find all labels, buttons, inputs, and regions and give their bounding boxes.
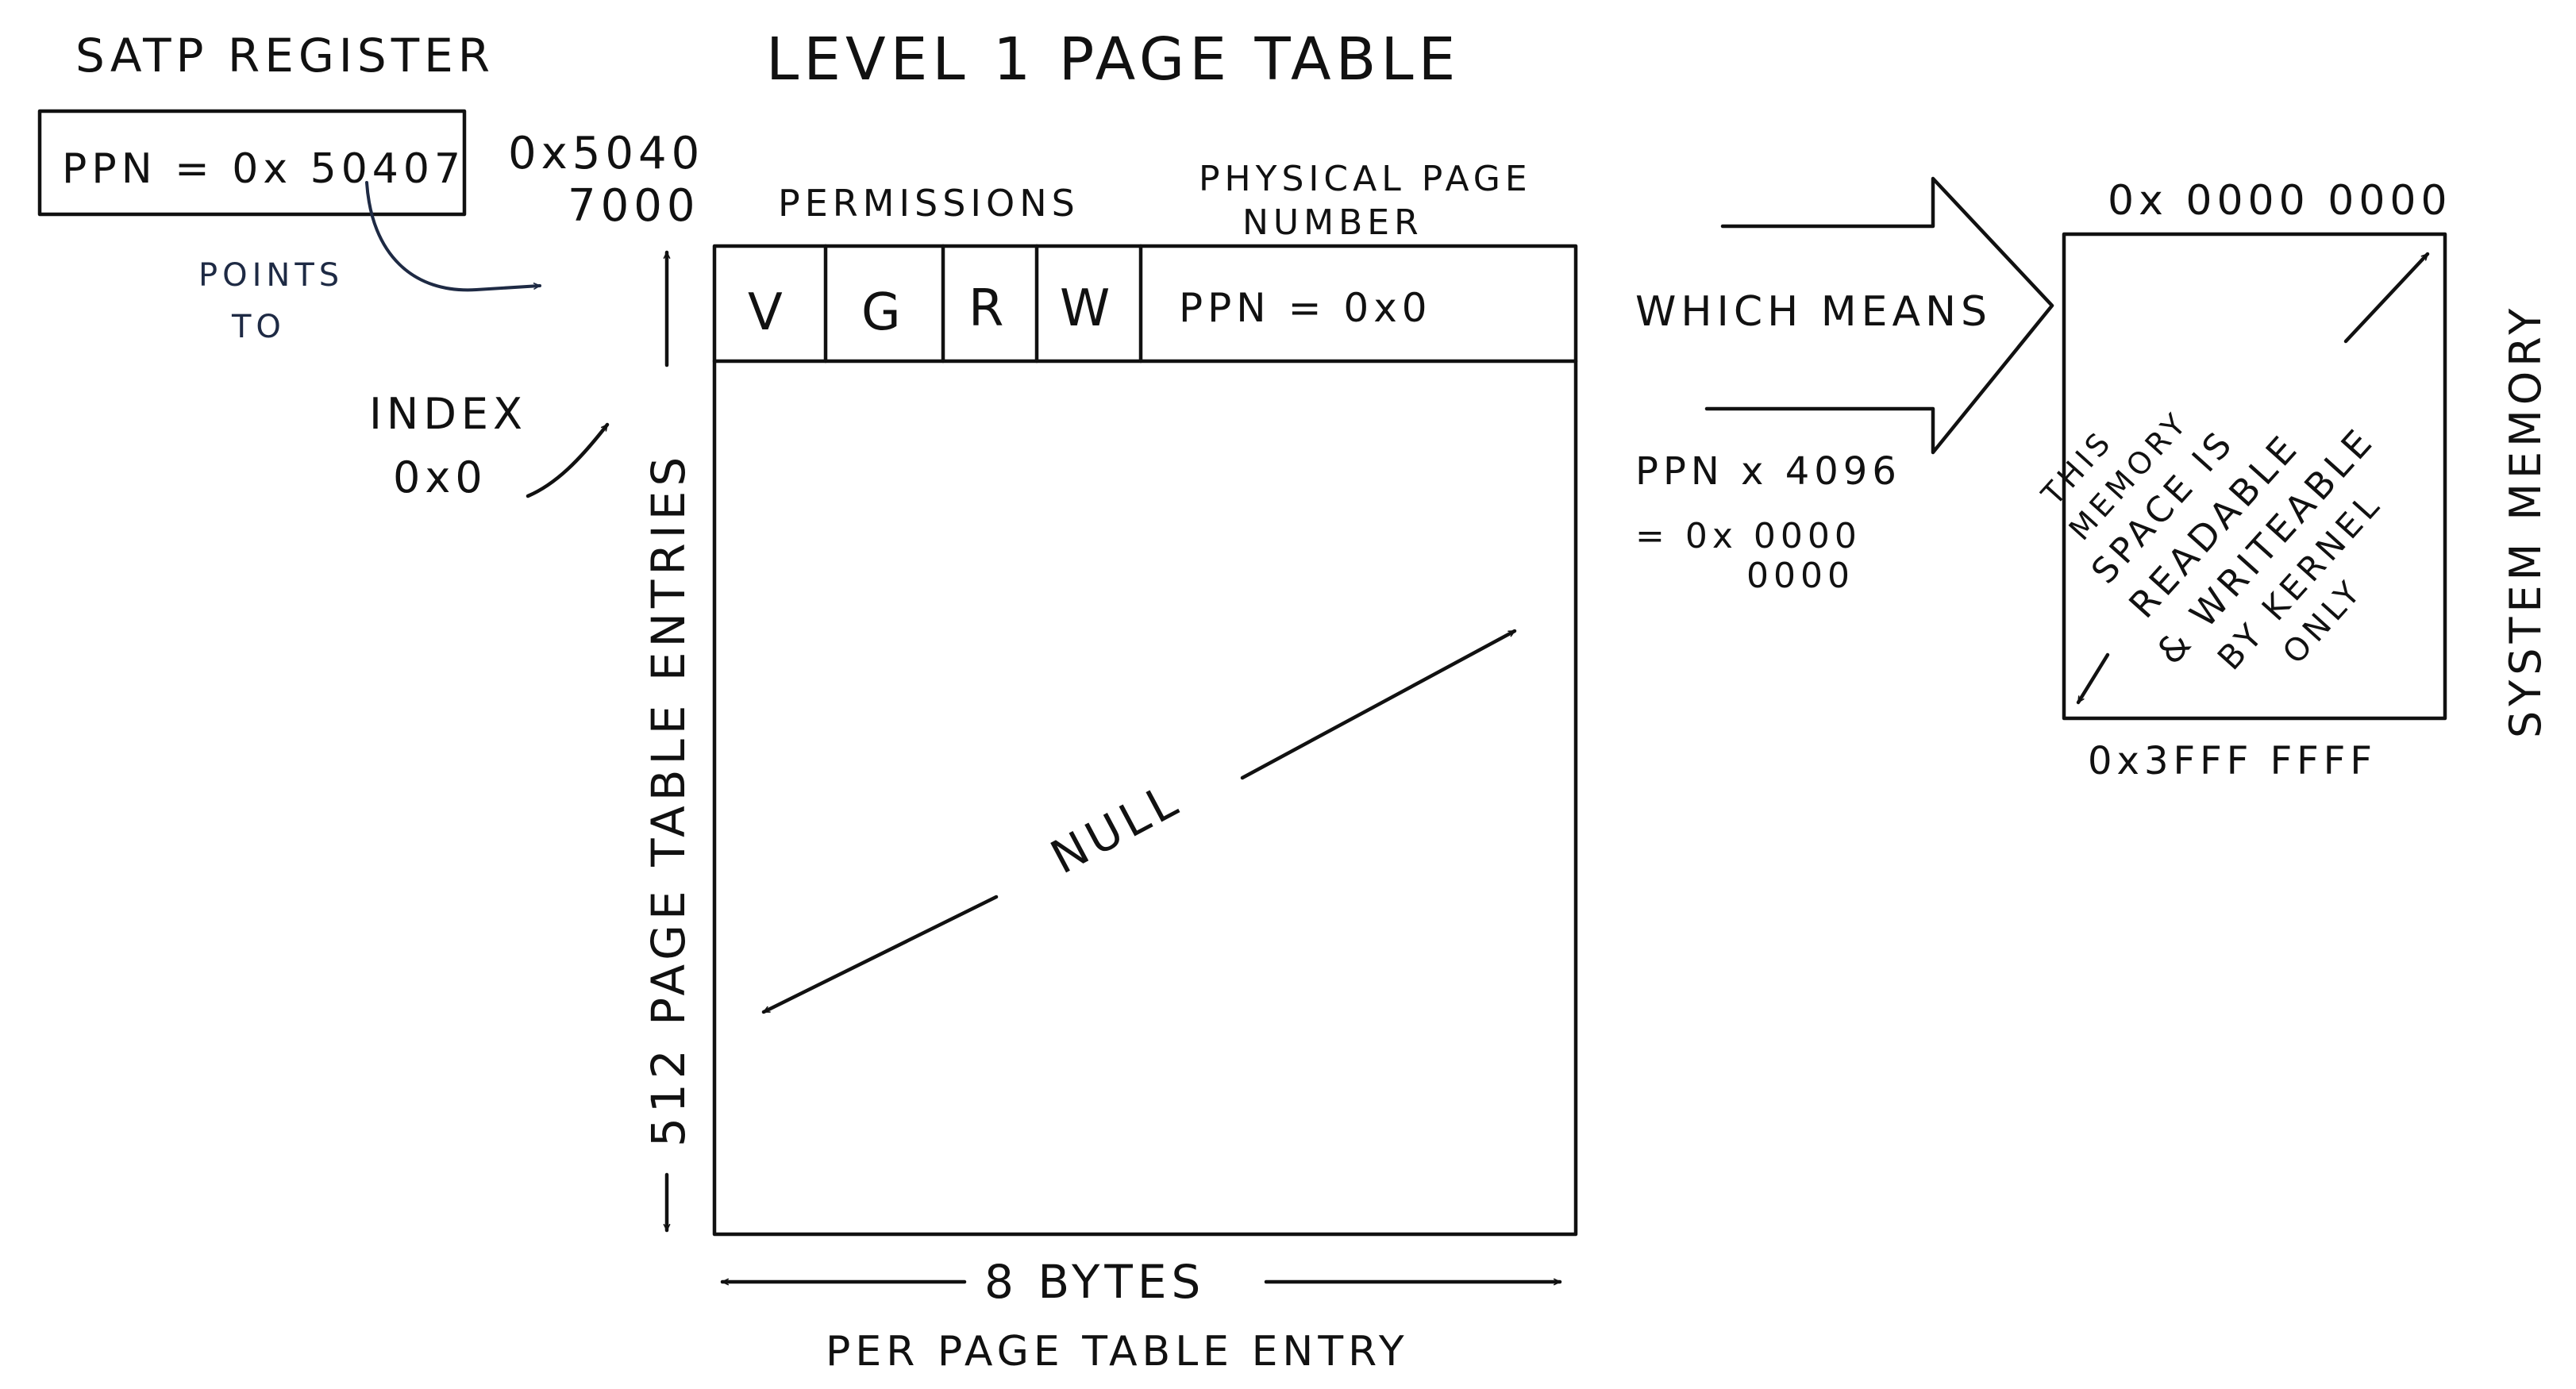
satp-register: SATP REGISTER PPN = 0x 50407 POINTS TO <box>37 29 541 345</box>
perm-bit-r: R <box>968 279 1008 338</box>
memory-arrow-lower <box>2076 652 2110 705</box>
null-arrow-upper <box>1240 629 1517 780</box>
satp-title: SATP REGISTER <box>75 29 495 83</box>
bytes-label: 8 BYTES <box>984 1255 1205 1309</box>
memory-top-address: 0x 0000 0000 <box>2108 177 2452 225</box>
entries-label: 512 PAGE TABLE ENTRIES <box>641 452 695 1147</box>
satp-box <box>37 109 467 217</box>
perm-bit-w: W <box>1060 279 1115 338</box>
permissions-header: PERMISSIONS <box>778 182 1080 225</box>
ppn-header-line-1: PHYSICAL PAGE <box>1199 159 1532 199</box>
memory-label: SYSTEM MEMORY <box>2501 304 2551 738</box>
calc-line-3: 0000 <box>1746 556 1854 596</box>
null-label: NULL <box>1042 771 1190 884</box>
perm-bit-v: V <box>748 283 787 342</box>
points-to-arrow <box>365 181 541 292</box>
index-arrow <box>526 422 610 498</box>
null-arrow-lower <box>761 895 999 1014</box>
memory-box <box>2062 232 2447 721</box>
page-table-title: LEVEL 1 PAGE TABLE <box>766 25 1460 94</box>
which-means-block-arrow <box>1704 176 2054 455</box>
per-entry-label: PER PAGE TABLE ENTRY <box>826 1328 1409 1376</box>
satp-value: PPN = 0x 50407 <box>62 145 465 193</box>
points-to-line-1: POINTS <box>198 257 344 294</box>
table-address-line-1: 0x5040 <box>508 128 704 179</box>
which-means-label: WHICH MEANS <box>1635 288 1992 336</box>
page-table: V G R W PPN = 0x0 NULL <box>712 244 1578 1237</box>
entry-ppn-value: PPN = 0x0 <box>1179 285 1432 331</box>
calc-line-1: PPN x 4096 <box>1635 449 1901 494</box>
memory-arrow-upper <box>2343 252 2430 344</box>
system-memory: 0x 0000 0000 0x3FFF FFFF SYSTEM MEMORY T… <box>2035 177 2551 783</box>
table-address-line-2: 7000 <box>568 180 700 232</box>
index-label: INDEX <box>369 389 527 439</box>
points-to-line-2: TO <box>231 309 286 345</box>
ppn-header-line-2: NUMBER <box>1242 202 1423 243</box>
index-value: 0x0 <box>393 452 487 502</box>
page-table-box <box>712 244 1578 1237</box>
memory-description: THIS MEMORY SPACE IS READABLE & WRITEABL… <box>2035 404 2390 677</box>
calc-line-2: = 0x 0000 <box>1635 516 1862 556</box>
memory-bottom-address: 0x3FFF FFFF <box>2088 739 2377 783</box>
perm-bit-g: G <box>861 283 906 342</box>
